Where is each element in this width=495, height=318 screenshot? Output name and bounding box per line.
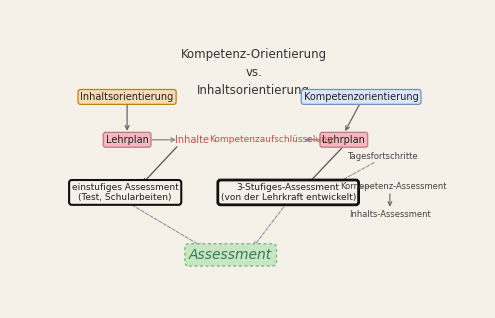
Text: Kornepetenz-Assessment: Kornepetenz-Assessment — [341, 182, 447, 191]
Text: Kompetenz-Orientierung
vs.
Inhaltsorientierung: Kompetenz-Orientierung vs. Inhaltsorient… — [181, 48, 327, 97]
Text: einstufiges Assessment
(Test, Schularbeiten): einstufiges Assessment (Test, Schularbei… — [72, 183, 179, 202]
Text: Kompetenzorientierung: Kompetenzorientierung — [304, 92, 418, 102]
Text: Tagesfortschritte: Tagesfortschritte — [347, 152, 417, 162]
Text: Lehrplan: Lehrplan — [105, 135, 148, 145]
Text: Inhaltsorientierung: Inhaltsorientierung — [81, 92, 174, 102]
Text: Lehrplan: Lehrplan — [322, 135, 365, 145]
Text: 3-Stufiges-Assessment
(von der Lehrkraft entwickelt): 3-Stufiges-Assessment (von der Lehrkraft… — [221, 183, 356, 202]
Text: Inhalts-Assessment: Inhalts-Assessment — [349, 210, 431, 219]
Text: Kompetenzaufschlüsselung: Kompetenzaufschlüsselung — [209, 135, 333, 144]
Text: Inhalte: Inhalte — [175, 135, 209, 145]
Text: Assessment: Assessment — [189, 248, 272, 262]
